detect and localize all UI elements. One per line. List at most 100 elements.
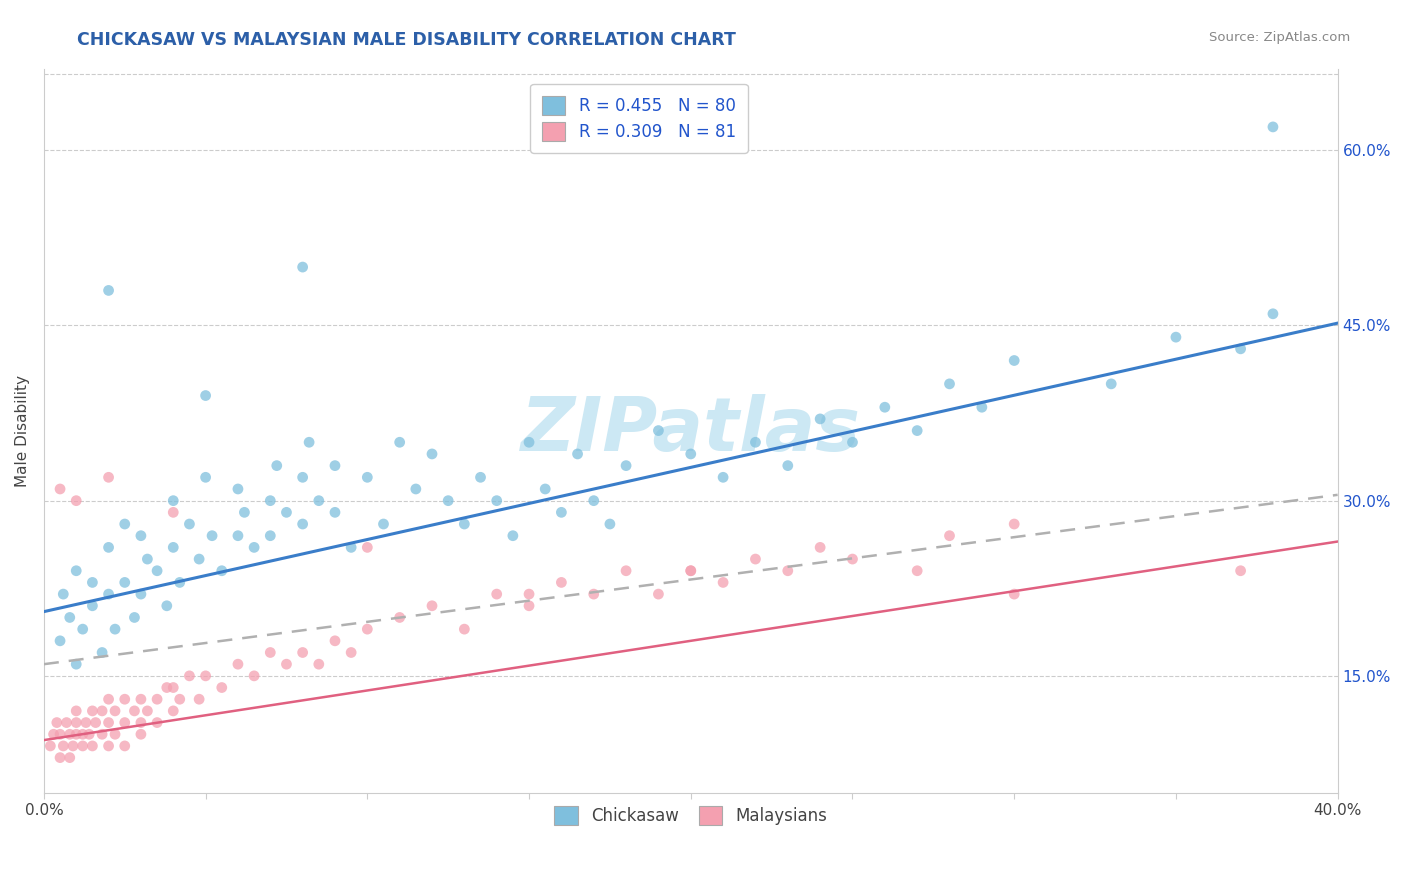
Point [136, 552, 159, 566]
Point [356, 622, 378, 636]
Point [97, 715, 120, 730]
Point [1261, 307, 1284, 321]
Point [582, 587, 605, 601]
Point [291, 470, 314, 484]
Point [72, 727, 94, 741]
Point [291, 646, 314, 660]
Point [72, 739, 94, 753]
Point [405, 482, 427, 496]
Point [52, 587, 75, 601]
Point [226, 657, 249, 672]
Point [308, 493, 330, 508]
Point [679, 564, 702, 578]
Point [647, 424, 669, 438]
Point [298, 435, 321, 450]
Point [582, 493, 605, 508]
Point [1261, 120, 1284, 134]
Point [82, 739, 104, 753]
Point [114, 516, 136, 531]
Point [146, 692, 169, 706]
Point [373, 516, 395, 531]
Point [420, 599, 443, 613]
Point [243, 669, 266, 683]
Point [156, 681, 179, 695]
Point [420, 447, 443, 461]
Point [340, 646, 363, 660]
Point [114, 575, 136, 590]
Point [211, 681, 233, 695]
Point [291, 516, 314, 531]
Point [517, 587, 540, 601]
Point [114, 715, 136, 730]
Point [97, 284, 120, 298]
Point [146, 715, 169, 730]
Point [744, 435, 766, 450]
Point [776, 458, 799, 473]
Point [550, 575, 572, 590]
Point [323, 458, 346, 473]
Point [808, 412, 831, 426]
Point [65, 493, 87, 508]
Point [97, 739, 120, 753]
Point [75, 715, 97, 730]
Point [82, 575, 104, 590]
Point [188, 692, 211, 706]
Point [59, 610, 82, 624]
Point [647, 587, 669, 601]
Y-axis label: Male Disability: Male Disability [15, 375, 30, 487]
Point [388, 610, 411, 624]
Point [156, 599, 179, 613]
Point [201, 529, 224, 543]
Point [970, 401, 993, 415]
Point [276, 657, 298, 672]
Point [1002, 353, 1025, 368]
Point [211, 564, 233, 578]
Point [226, 529, 249, 543]
Point [841, 435, 863, 450]
Point [62, 739, 84, 753]
Point [841, 552, 863, 566]
Point [808, 541, 831, 555]
Point [55, 715, 77, 730]
Point [243, 541, 266, 555]
Point [45, 715, 67, 730]
Point [233, 505, 256, 519]
Point [1002, 516, 1025, 531]
Point [905, 564, 928, 578]
Point [259, 493, 281, 508]
Point [49, 727, 72, 741]
Point [614, 458, 637, 473]
Point [599, 516, 621, 531]
Point [1229, 564, 1251, 578]
Point [534, 482, 557, 496]
Point [162, 704, 184, 718]
Point [169, 575, 191, 590]
Point [179, 669, 201, 683]
Point [308, 657, 330, 672]
Point [938, 529, 960, 543]
Point [711, 470, 734, 484]
Point [485, 493, 508, 508]
Point [194, 470, 217, 484]
Point [938, 376, 960, 391]
Point [340, 541, 363, 555]
Point [97, 587, 120, 601]
Point [65, 657, 87, 672]
Point [49, 750, 72, 764]
Point [517, 599, 540, 613]
Point [711, 575, 734, 590]
Point [276, 505, 298, 519]
Point [437, 493, 460, 508]
Point [65, 727, 87, 741]
Legend: Chickasaw, Malaysians: Chickasaw, Malaysians [544, 796, 838, 835]
Point [49, 633, 72, 648]
Text: CHICKASAW VS MALAYSIAN MALE DISABILITY CORRELATION CHART: CHICKASAW VS MALAYSIAN MALE DISABILITY C… [77, 31, 737, 49]
Point [97, 470, 120, 484]
Point [129, 692, 152, 706]
Point [162, 493, 184, 508]
Point [129, 587, 152, 601]
Point [259, 529, 281, 543]
Point [179, 516, 201, 531]
Point [129, 715, 152, 730]
Point [124, 704, 146, 718]
